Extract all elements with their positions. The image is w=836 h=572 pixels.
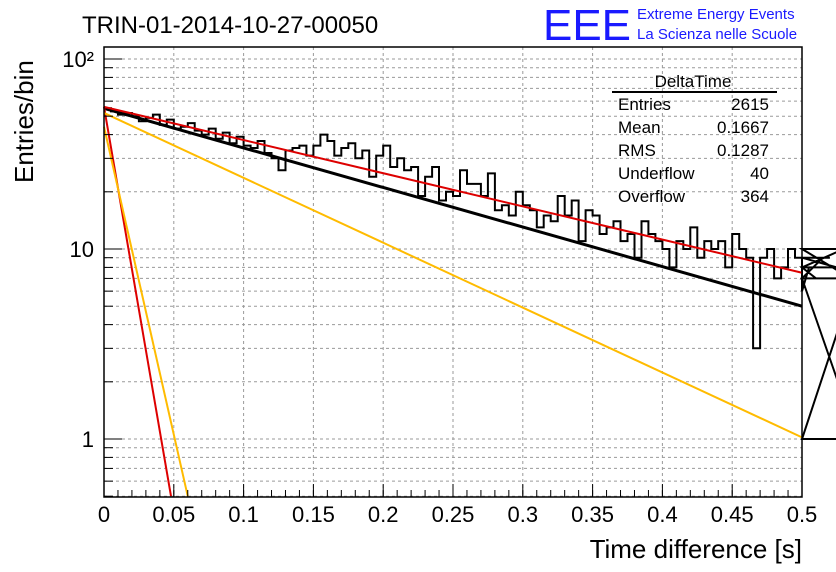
x-tick-label: 0.4 (647, 502, 678, 527)
eee-logo-line1: Extreme Energy Events (637, 6, 795, 23)
stats-row-label: Underflow (618, 164, 695, 183)
stats-row-value: 364 (741, 187, 769, 206)
x-tick-label: 0 (98, 502, 110, 527)
x-tick-label: 0.2 (368, 502, 399, 527)
stats-title: DeltaTime (655, 72, 732, 91)
stats-row-value: 40 (750, 164, 769, 183)
x-tick-label: 0.5 (787, 502, 818, 527)
axis-ticks (103, 58, 803, 497)
stats-row-value: 0.1667 (717, 118, 769, 137)
y-tick-labels: 1 10 10² (62, 47, 94, 452)
x-tick-label: 0.1 (228, 502, 259, 527)
y-tick-label: 10² (62, 47, 94, 72)
fit-line-red (103, 105, 803, 274)
eee-logo-line2: La Scienza nelle Scuole (637, 26, 797, 43)
fit-line-red (103, 106, 172, 497)
fit-line-black (103, 106, 803, 308)
fit-line-yellow (103, 126, 189, 497)
x-tick-label: 0.05 (152, 502, 195, 527)
grid (104, 47, 802, 497)
x-tick-label: 0.15 (292, 502, 335, 527)
stats-box: DeltaTime Entries 2615 Mean 0.1667 RMS 0.1287… (612, 72, 777, 206)
plot-content (103, 105, 836, 497)
x-tick-labels: 0 0.05 0.1 0.15 0.2 0.25 0.3 0.35 0.4 0.45 0.5 (98, 502, 817, 527)
y-tick-label: 10 (70, 237, 94, 262)
fit-line-yellow (103, 112, 803, 439)
stats-row-value: 0.1287 (717, 141, 769, 160)
eee-logo: EEE (543, 1, 631, 50)
x-axis-label: Time difference [s] (590, 534, 802, 564)
x-tick-label: 0.35 (571, 502, 614, 527)
stats-row-value: 2615 (731, 95, 769, 114)
x-tick-label: 0.25 (432, 502, 475, 527)
x-tick-label: 0.45 (711, 502, 754, 527)
y-axis-label: Entries/bin (9, 60, 39, 183)
histogram-step-line (104, 107, 836, 440)
stats-row-label: Entries (618, 95, 671, 114)
stats-row-label: Overflow (618, 187, 686, 206)
x-tick-label: 0.3 (508, 502, 539, 527)
run-title: TRIN-01-2014-10-27-00050 (82, 12, 378, 39)
stats-row-label: RMS (618, 141, 656, 160)
stats-row-label: Mean (618, 118, 661, 137)
stats-rows: Entries 2615 Mean 0.1667 RMS 0.1287 Underflow 4… (618, 95, 769, 206)
y-tick-label: 1 (82, 427, 94, 452)
